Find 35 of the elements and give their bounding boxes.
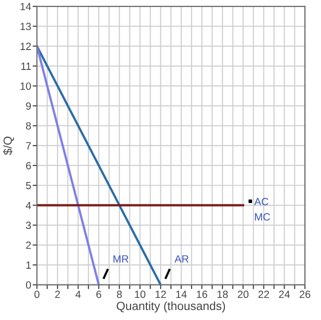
y-tick-label: 2 [26, 242, 31, 249]
annotation: MC [255, 213, 270, 221]
y-tick-label: 0 [26, 281, 31, 289]
x-tick-label: 26 [300, 290, 310, 298]
x-tick-label: 6 [96, 290, 102, 298]
y-tick-label: 11 [21, 62, 31, 70]
x-tick-label: 8 [116, 290, 122, 298]
y-tick-label: 3 [26, 222, 31, 230]
y-tick-label: 9 [26, 102, 31, 110]
x-axis-title: Quantity (thousands) [116, 301, 225, 312]
y-tick-label: 4 [26, 202, 32, 210]
y-tick-label: 12 [20, 42, 31, 50]
x-tick-label: 14 [176, 290, 187, 298]
y-axis-title: $/Q [3, 136, 14, 155]
series-label: AC [254, 198, 268, 206]
series-label: MR [114, 255, 128, 262]
x-tick-label: 0 [34, 290, 40, 298]
x-tick-label: 12 [156, 290, 166, 298]
x-tick-label: 24 [279, 290, 290, 298]
y-tick-label: 14 [20, 3, 32, 10]
x-tick-label: 4 [75, 290, 81, 298]
y-tick-label: 6 [26, 162, 31, 170]
y-tick-label: 10 [20, 82, 31, 90]
x-tick-label: 10 [135, 290, 146, 298]
y-tick-label: 1 [26, 262, 31, 269]
x-tick-label: 16 [196, 290, 208, 298]
y-tick-label: 8 [26, 122, 31, 130]
x-tick-label: 2 [55, 290, 60, 298]
y-tick-label: 7 [26, 142, 31, 150]
y-tick-label: 5 [26, 182, 31, 190]
x-tick-label: 18 [217, 290, 228, 298]
y-tick-label: 13 [20, 22, 31, 30]
text: AR [174, 255, 188, 262]
x-tick-label: 22 [258, 290, 269, 298]
x-tick-label: 20 [238, 290, 248, 298]
